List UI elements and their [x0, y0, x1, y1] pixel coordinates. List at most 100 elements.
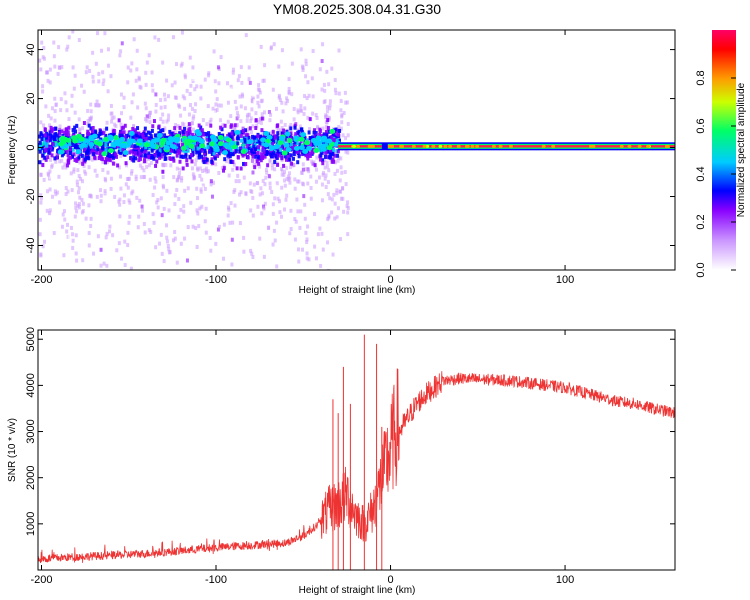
spectrogram-cell	[106, 277, 109, 281]
spectrogram-cell	[108, 224, 112, 229]
spectrogram-cell	[105, 157, 109, 162]
spectrogram-cell	[285, 193, 289, 198]
spectrogram-cell	[41, 84, 45, 89]
spectrogram-cell	[269, 45, 273, 50]
spectrogram-cell	[235, 111, 239, 116]
spectrogram-cell	[339, 81, 343, 86]
spectrogram-cell	[70, 188, 74, 193]
spectrogram-cell	[135, 67, 139, 72]
spectrogram-cell	[173, 141, 177, 146]
spectrogram-cell	[251, 170, 255, 175]
spectrogram-cell	[81, 258, 85, 263]
spectrogram-cell	[147, 53, 151, 58]
spectrogram-cell	[335, 188, 339, 193]
spectrogram-cell	[47, 148, 51, 153]
spectrogram-cell	[337, 124, 341, 129]
spectrogram-spot	[217, 141, 224, 147]
spectrogram-ytick-label: 40	[25, 43, 37, 55]
spectrogram-cell	[66, 189, 70, 194]
spectrogram-cell	[144, 82, 148, 87]
spectrogram-cell	[126, 296, 129, 300]
spectrogram-cell	[206, 150, 210, 155]
spectrogram-cell	[118, 197, 122, 202]
spectrogram-cell	[334, 91, 338, 96]
spectrogram-cell	[325, 133, 329, 138]
spectrogram-cell	[333, 153, 337, 158]
spectrogram-cell	[123, 263, 127, 268]
spectrogram-cell	[123, 206, 127, 211]
snr-ytick-label: 4000	[25, 373, 37, 397]
spectrogram-cell	[119, 147, 123, 152]
spectrogram-cell	[234, 149, 238, 154]
spectrogram-cell	[136, 126, 140, 131]
spectrogram-cell	[179, 241, 183, 246]
spectrogram-cell	[197, 123, 201, 128]
spectrogram-cell	[143, 101, 147, 106]
spectrogram-cell	[340, 170, 344, 175]
spectrogram-cell	[130, 169, 134, 174]
spectrogram-cell	[104, 148, 108, 153]
spectrogram-cell	[78, 195, 82, 200]
spectrogram-cell	[280, 131, 284, 136]
colorbar-tick-label: 0.0	[695, 262, 707, 277]
spectrogram-cell	[239, 119, 243, 124]
spectrogram-cell	[296, 110, 300, 115]
spectrogram-cell	[101, 138, 105, 143]
spectrogram-cell	[38, 149, 42, 154]
spectrogram-cell	[300, 170, 304, 175]
spectrogram-spot	[143, 142, 150, 148]
spectrogram-cell	[291, 156, 295, 161]
spectrogram-cell	[328, 103, 332, 108]
spectrogram-cell	[38, 134, 42, 139]
spectrogram-cell	[282, 128, 286, 133]
spectrogram-spot	[326, 138, 333, 144]
spectrogram-cell	[152, 119, 156, 124]
spectrogram-spot	[390, 144, 395, 148]
spectrogram-cell	[258, 116, 262, 121]
spectrogram-cell	[262, 150, 266, 155]
spectrogram-cell	[183, 236, 187, 241]
spectrogram-cell	[337, 138, 341, 143]
spectrogram-cell	[198, 150, 202, 155]
spectrogram-cell	[313, 133, 317, 138]
spectrogram-spot	[300, 132, 307, 138]
spectrogram-cell	[205, 169, 209, 174]
spectrogram-cell	[341, 95, 345, 100]
spectrogram-cell	[54, 102, 58, 107]
spectrogram-cell	[192, 114, 196, 119]
spectrogram-cell	[104, 178, 108, 183]
spectrogram-cell	[328, 154, 332, 159]
spectrogram-cell	[43, 127, 47, 132]
spectrogram-cell	[328, 106, 332, 111]
spectrogram-cell	[250, 151, 254, 156]
spectrogram-cell	[92, 152, 96, 157]
spectrogram-cell	[256, 139, 260, 144]
spectrogram-cell	[170, 131, 174, 136]
spectrogram-cell	[60, 330, 63, 334]
spectrogram-cell	[282, 145, 286, 150]
spectrogram-cell	[235, 123, 239, 128]
spectrogram-spot	[422, 144, 427, 148]
spectrogram-cell	[225, 159, 229, 164]
spectrogram-cell	[280, 126, 284, 131]
spectrogram-cell	[50, 194, 54, 199]
spectrogram-cell	[52, 54, 56, 59]
spectrogram-cell	[105, 120, 109, 125]
spectrogram-spot	[208, 141, 215, 147]
spectrogram-cell	[81, 201, 85, 206]
spectrogram-cell	[307, 93, 311, 98]
spectrogram-cell	[325, 69, 329, 74]
spectrogram-cell	[177, 167, 181, 172]
spectrogram-cell	[190, 132, 194, 137]
spectrogram-cell	[244, 161, 248, 166]
spectrogram-cell	[129, 115, 133, 120]
spectrogram-cell	[75, 258, 79, 263]
spectrogram-cell	[126, 65, 130, 70]
spectrogram-cell	[244, 191, 248, 196]
spectrogram-cell	[250, 107, 254, 112]
spectrogram-cell	[185, 258, 189, 263]
spectrogram-cell	[258, 90, 262, 95]
spectrogram-cell	[192, 77, 196, 82]
spectrogram-cell	[107, 63, 111, 68]
spectrogram-cell	[271, 141, 275, 146]
